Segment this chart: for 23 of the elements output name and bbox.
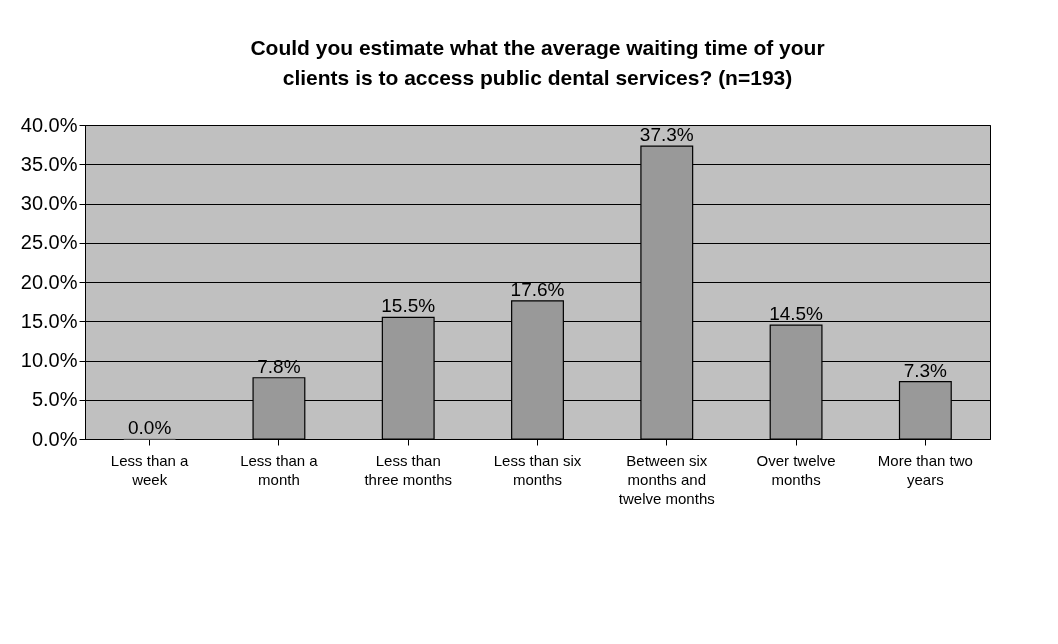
x-tick-label: Over twelve months — [756, 451, 836, 488]
y-tick-label: 0.0% — [31, 427, 78, 450]
data-label: 7.3% — [903, 359, 948, 381]
y-tick-label: 5.0% — [31, 388, 78, 411]
y-tick-label: 35.0% — [20, 152, 78, 175]
y-tick-label: 25.0% — [20, 231, 78, 254]
data-label: 14.5% — [769, 303, 824, 325]
data-label: 37.3% — [639, 124, 694, 146]
data-label: 0.0% — [127, 417, 172, 438]
y-tick-label: 40.0% — [20, 113, 78, 136]
x-tick-label: More than two years — [877, 451, 973, 488]
y-tick-label: 15.0% — [20, 309, 78, 332]
x-tick-label: Less than six months — [493, 451, 582, 488]
x-tick-label: Less than a week — [110, 451, 190, 488]
x-tick-label: Less than a month — [240, 451, 319, 488]
data-label: 15.5% — [381, 295, 436, 317]
y-tick-label: 20.0% — [20, 270, 78, 293]
y-tick-label: 30.0% — [20, 192, 78, 214]
x-tick-label: Between six months and twelve months — [618, 451, 715, 507]
chart-title: Could you estimate what the average waiting time of your clients is to access public dental services? (n=193) — [250, 36, 825, 89]
data-label: 17.6% — [510, 278, 565, 300]
y-tick-label: 10.0% — [20, 349, 78, 371]
x-tick-label: Less than three months — [364, 451, 452, 488]
